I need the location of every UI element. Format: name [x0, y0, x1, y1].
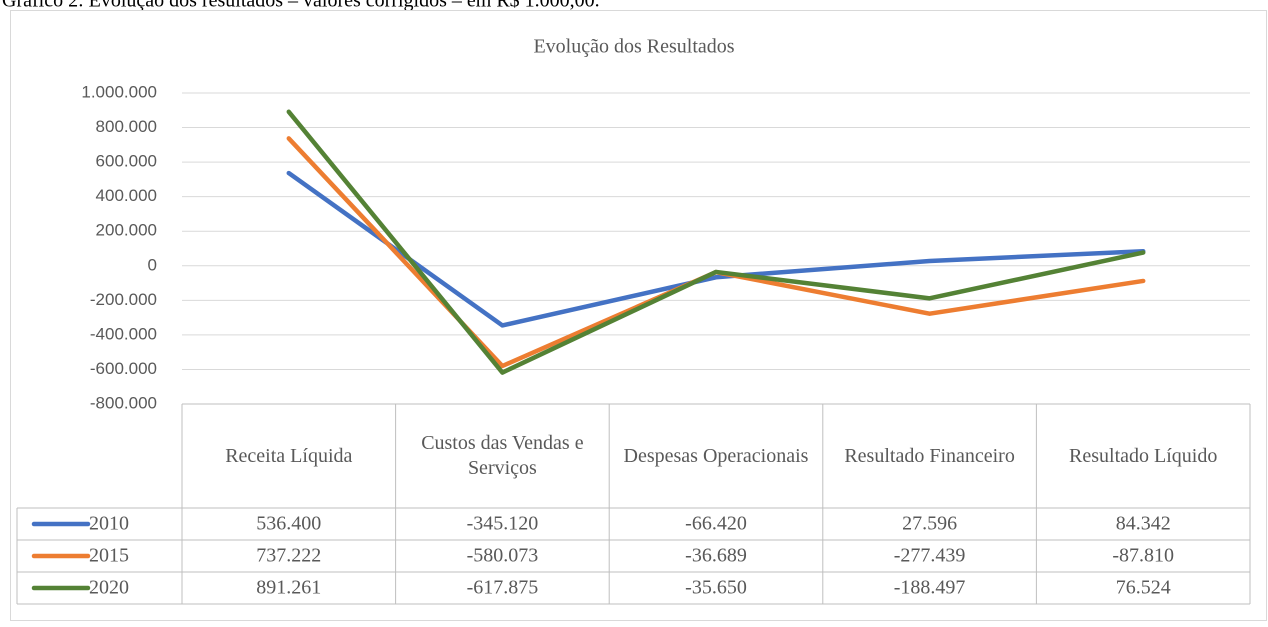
table-value: -36.689	[685, 545, 747, 567]
series-line	[286, 136, 1146, 369]
caption: Gráfico 2: Evolução dos resultados – val…	[2, 0, 600, 12]
y-tick-label: 600.000	[96, 152, 157, 171]
x-tick-label: Custos das Vendas e Serviços	[421, 432, 584, 479]
y-tick-label: -400.000	[90, 324, 157, 343]
x-tick-label: Resultado Financeiro	[844, 444, 1015, 467]
table-value: 891.261	[256, 577, 321, 599]
y-tick-label: 200.000	[96, 221, 157, 240]
series-line	[286, 109, 1146, 375]
y-tick-label: -800.000	[90, 393, 157, 412]
table-value: 737.222	[256, 545, 321, 567]
y-tick-label: -200.000	[90, 290, 157, 309]
legend-label: 2015	[89, 545, 129, 567]
legend-label: 2010	[89, 513, 129, 535]
table-value: -66.420	[685, 513, 747, 535]
table-value: -617.875	[467, 577, 539, 599]
table-value: 84.342	[1116, 513, 1171, 535]
y-tick-label: 0	[148, 255, 157, 274]
chart-border	[10, 10, 1267, 621]
y-tick-label: 800.000	[96, 117, 157, 136]
x-tick-label-box: Resultado Financeiro	[844, 444, 1015, 467]
x-tick-label: Receita Líquida	[225, 444, 353, 467]
x-tick-label-box: Custos das Vendas e Serviços	[421, 432, 584, 479]
x-tick-label-box: Receita Líquida	[225, 444, 353, 467]
table-value: -580.073	[467, 545, 539, 567]
table-value: -277.439	[894, 545, 966, 567]
chart-title: Evolução dos Resultados	[533, 36, 734, 58]
table-value: -188.497	[894, 577, 966, 599]
table-value: 27.596	[902, 513, 957, 535]
x-tick-label: Resultado Líquido	[1069, 444, 1218, 467]
table-value: -35.650	[685, 577, 747, 599]
x-tick-label: Despesas Operacionais	[623, 444, 809, 467]
series-line	[286, 170, 1146, 328]
x-tick-label-box: Resultado Líquido	[1069, 444, 1218, 467]
y-tick-label: 1.000.000	[81, 82, 157, 101]
x-tick-label-box: Despesas Operacionais	[623, 444, 809, 467]
y-tick-label: 400.000	[96, 186, 157, 205]
table-value: 536.400	[256, 513, 321, 535]
legend-label: 2020	[89, 577, 129, 599]
y-tick-label: -600.000	[90, 359, 157, 378]
table-value: -87.810	[1112, 545, 1174, 567]
table-value: 76.524	[1116, 577, 1171, 599]
table-value: -345.120	[467, 513, 539, 535]
